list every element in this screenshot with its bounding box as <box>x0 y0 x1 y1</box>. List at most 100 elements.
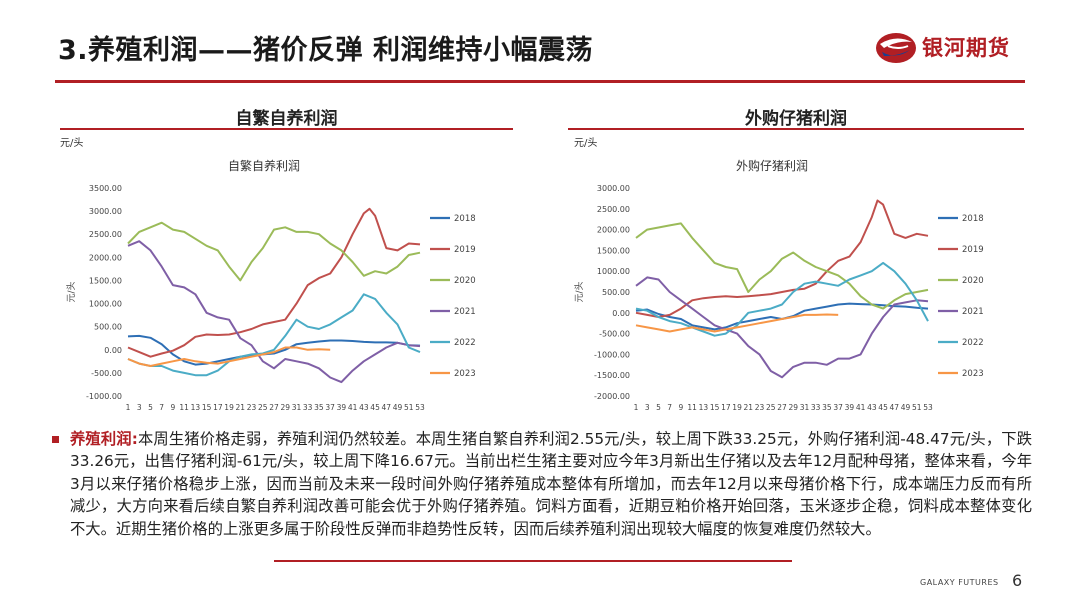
left-x-tick-label: 23 <box>247 403 257 412</box>
right-x-tick-label: 33 <box>811 403 821 412</box>
left-legend-label-2018: 2018 <box>454 214 476 224</box>
left-x-tick-label: 9 <box>171 403 176 412</box>
left-x-tick-label: 33 <box>303 403 313 412</box>
right-series-2023-line <box>635 313 839 333</box>
left-x-tick-label: 7 <box>159 403 164 412</box>
right-x-tick-label: 17 <box>721 403 731 412</box>
right-y-axis-label: 元/头 <box>574 281 585 302</box>
right-x-tick-label: 21 <box>744 403 754 412</box>
left-y-tick-label: -1000.00 <box>86 392 122 401</box>
left-x-tick-label: 19 <box>224 403 234 412</box>
left-x-tick-label: 21 <box>236 403 246 412</box>
left-x-tick-label: 47 <box>382 403 392 412</box>
right-y-tick-label: 2000.00 <box>597 226 630 235</box>
left-x-tick-label: 17 <box>213 403 223 412</box>
left-y-tick-label: 1000.00 <box>89 300 122 309</box>
left-y-tick-label: 2500.00 <box>89 230 122 239</box>
right-x-tick-label: 29 <box>788 403 798 412</box>
paragraph-lead: 养殖利润: <box>70 430 138 448</box>
left-x-tick-label: 3 <box>137 403 142 412</box>
left-y-tick-label: 0.00 <box>104 346 122 355</box>
right-legend-label-2022: 2022 <box>962 338 984 348</box>
right-chart-underline <box>568 128 1024 130</box>
right-x-tick-label: 3 <box>645 403 650 412</box>
left-legend-label-2021: 2021 <box>454 307 476 317</box>
left-x-tick-label: 27 <box>269 403 279 412</box>
paragraph-text: 本周生猪价格走弱，养殖利润仍然较差。本周生猪自繁自养利润2.55元/头，较上周下… <box>70 430 1032 538</box>
right-x-tick-label: 37 <box>833 403 843 412</box>
left-series-2022-line <box>127 293 421 377</box>
right-x-tick-label: 45 <box>878 403 888 412</box>
right-chart-title: 外购仔猪利润 <box>736 158 808 173</box>
slide-title: 3.养殖利润——猪价反弹 利润维持小幅震荡 <box>58 35 593 66</box>
left-series-2023-line <box>127 346 331 367</box>
left-series-2020-line <box>127 221 421 282</box>
emphasis-underline <box>274 560 792 562</box>
left-x-tick-label: 5 <box>148 403 153 412</box>
right-x-tick-label: 35 <box>822 403 832 412</box>
right-y-tick-label: -1500.00 <box>594 371 630 380</box>
right-y-tick-label: -2000.00 <box>594 392 630 401</box>
right-series-2021-line <box>635 276 929 379</box>
left-series-2021-line <box>127 240 421 384</box>
left-y-tick-label: 3500.00 <box>89 184 122 193</box>
right-x-tick-label: 25 <box>766 403 776 412</box>
left-chart-header: 自繁自养利润 <box>235 109 338 129</box>
left-y-tick-label: 2000.00 <box>89 253 122 262</box>
right-x-tick-label: 39 <box>845 403 855 412</box>
footer-brand: GALAXY FUTURES <box>920 578 999 587</box>
right-series-2022-line <box>635 261 929 337</box>
right-x-tick-label: 7 <box>667 403 672 412</box>
left-legend-label-2020: 2020 <box>454 276 476 286</box>
left-x-tick-label: 39 <box>337 403 347 412</box>
left-x-tick-label: 53 <box>415 403 425 412</box>
left-y-tick-label: 500.00 <box>94 323 122 332</box>
left-legend-label-2022: 2022 <box>454 338 476 348</box>
right-x-tick-label: 5 <box>656 403 661 412</box>
right-y-tick-label: 0.00 <box>612 309 630 318</box>
left-legend-label-2019: 2019 <box>454 245 476 255</box>
right-legend-label-2020: 2020 <box>962 276 984 286</box>
right-line-chart: 外购仔猪利润3000.002500.002000.001500.001000.0… <box>574 158 984 412</box>
logo-text: 银河期货 <box>922 36 1010 60</box>
right-y-tick-label: 500.00 <box>602 288 630 297</box>
left-y-tick-label: 1500.00 <box>89 276 122 285</box>
left-x-tick-label: 31 <box>292 403 302 412</box>
left-x-tick-label: 37 <box>325 403 335 412</box>
right-legend-label-2019: 2019 <box>962 245 984 255</box>
left-x-tick-label: 35 <box>314 403 324 412</box>
right-series-2020-line <box>635 222 929 310</box>
right-x-tick-label: 53 <box>923 403 933 412</box>
left-x-tick-label: 51 <box>404 403 414 412</box>
right-y-tick-label: 2500.00 <box>597 205 630 214</box>
left-series-2019-line <box>127 207 421 358</box>
left-chart-underline <box>60 128 513 130</box>
right-legend-label-2021: 2021 <box>962 307 984 317</box>
right-x-tick-label: 51 <box>912 403 922 412</box>
left-chart-unit: 元/头 <box>60 138 84 149</box>
right-x-tick-label: 43 <box>867 403 877 412</box>
galaxy-futures-logo-icon <box>876 33 916 63</box>
left-x-tick-label: 41 <box>348 403 358 412</box>
left-x-tick-label: 11 <box>179 403 189 412</box>
left-y-tick-label: -500.00 <box>91 369 122 378</box>
right-y-tick-label: 3000.00 <box>597 184 630 193</box>
left-y-axis-label: 元/头 <box>66 281 77 302</box>
right-x-tick-label: 27 <box>777 403 787 412</box>
left-x-tick-label: 1 <box>126 403 131 412</box>
right-x-tick-label: 31 <box>800 403 810 412</box>
title-rule <box>55 80 1025 83</box>
left-line-chart: 自繁自养利润3500.003000.002500.002000.001500.0… <box>66 158 476 412</box>
right-x-tick-label: 47 <box>890 403 900 412</box>
right-y-tick-label: -500.00 <box>599 330 630 339</box>
right-x-tick-label: 19 <box>732 403 742 412</box>
right-x-tick-label: 9 <box>679 403 684 412</box>
right-y-tick-label: 1500.00 <box>597 246 630 255</box>
left-legend-label-2023: 2023 <box>454 369 476 379</box>
left-x-tick-label: 43 <box>359 403 369 412</box>
right-legend-label-2023: 2023 <box>962 369 984 379</box>
left-x-tick-label: 15 <box>202 403 212 412</box>
right-x-tick-label: 41 <box>856 403 866 412</box>
left-y-tick-label: 3000.00 <box>89 207 122 216</box>
right-x-tick-label: 11 <box>687 403 697 412</box>
